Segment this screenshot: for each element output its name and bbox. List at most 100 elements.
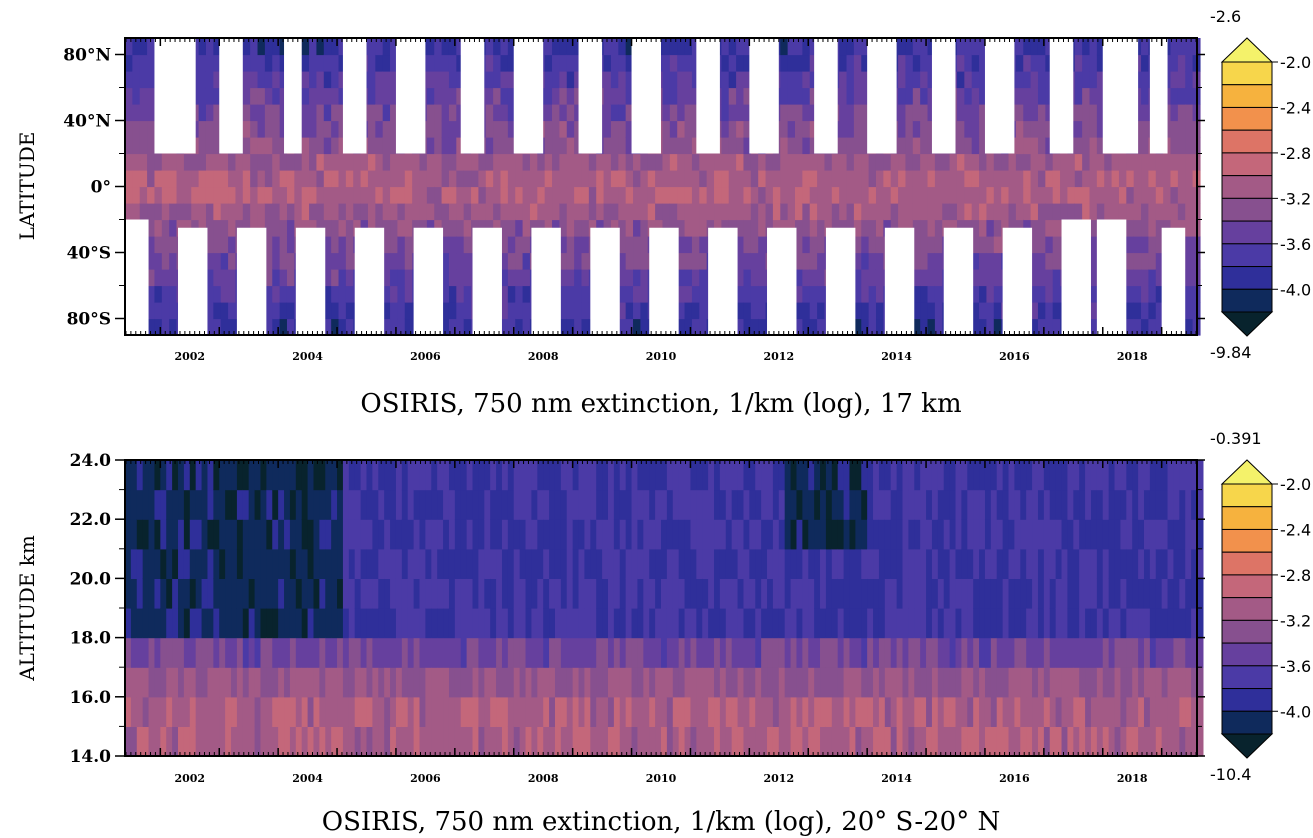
heatmap-cell — [684, 120, 693, 138]
heatmap-cell — [1141, 236, 1150, 254]
heatmap-cell — [758, 219, 767, 237]
heatmap-cell — [1096, 460, 1104, 491]
heatmap-cell — [189, 489, 197, 520]
heatmap-cell — [979, 219, 988, 237]
heatmap-cell — [979, 302, 988, 320]
heatmap-cell — [853, 120, 862, 138]
heatmap-cell — [912, 153, 921, 171]
heatmap-cell — [1141, 203, 1150, 221]
heatmap-cell — [853, 318, 862, 336]
heatmap-cell — [677, 87, 686, 105]
heatmap-cell — [484, 667, 491, 698]
heatmap-cell — [696, 726, 703, 757]
heatmap-cell — [949, 726, 957, 757]
heatmap-cell — [354, 726, 362, 757]
heatmap-cell — [142, 637, 150, 668]
heatmap-cell — [1023, 71, 1032, 89]
heatmap-cell — [301, 120, 310, 138]
heatmap-cell — [861, 203, 870, 221]
heatmap-cell — [213, 71, 222, 89]
heatmap-cell — [584, 460, 591, 491]
heatmap-cell — [625, 38, 634, 56]
heatmap-cell — [205, 71, 214, 89]
heatmap-cell — [787, 203, 796, 221]
heatmap-cell — [560, 548, 568, 579]
x-tick-label: 2010 — [646, 350, 677, 363]
heatmap-cell — [1008, 548, 1016, 579]
heatmap-cell — [454, 726, 462, 757]
heatmap-cell — [236, 696, 244, 727]
heatmap-cell — [254, 637, 262, 668]
heatmap-cell — [725, 696, 733, 727]
missing-data-gap — [590, 227, 620, 335]
heatmap-cell — [743, 285, 752, 303]
heatmap-cell — [1170, 104, 1179, 122]
heatmap-cell — [279, 236, 288, 254]
heatmap-cell — [758, 302, 767, 320]
heatmap-cell — [590, 726, 597, 757]
heatmap-cell — [456, 170, 465, 188]
heatmap-cell — [625, 137, 634, 155]
heatmap-cell — [927, 186, 936, 204]
heatmap-cell — [549, 460, 556, 491]
heatmap-cell — [802, 637, 809, 668]
heatmap-cell — [1026, 519, 1033, 550]
heatmap-cell — [169, 219, 178, 237]
heatmap-cell — [846, 137, 855, 155]
heatmap-cell — [1089, 203, 1098, 221]
heatmap-cell — [286, 186, 295, 204]
heatmap-cell — [1138, 489, 1145, 520]
heatmap-cell — [737, 460, 745, 491]
heatmap-cell — [853, 71, 862, 89]
heatmap-cell — [219, 608, 226, 639]
heatmap-cell — [485, 54, 494, 72]
heatmap-cell — [1023, 153, 1032, 171]
heatmap-cell — [1090, 460, 1098, 491]
heatmap-cell — [225, 667, 232, 698]
missing-data-gap — [1149, 38, 1168, 154]
heatmap-cell — [1148, 236, 1157, 254]
heatmap-cell — [973, 548, 980, 579]
heatmap-cell — [643, 637, 650, 668]
heatmap-cell — [401, 726, 409, 757]
heatmap-cell — [316, 203, 325, 221]
heatmap-cell — [250, 71, 259, 89]
heatmap-cell — [721, 170, 730, 188]
heatmap-cell — [610, 186, 619, 204]
heatmap-cell — [529, 153, 538, 171]
heatmap-cell — [990, 637, 998, 668]
heatmap-cell — [596, 608, 603, 639]
heatmap-cell — [309, 170, 318, 188]
heatmap-cell — [1052, 269, 1061, 287]
heatmap-cell — [607, 578, 615, 609]
heatmap-cell — [843, 519, 851, 550]
heatmap-cell — [456, 87, 465, 105]
heatmap-cell — [139, 203, 148, 221]
heatmap-cell — [493, 170, 502, 188]
heatmap-cell — [1133, 285, 1142, 303]
heatmap-cell — [721, 38, 730, 56]
heatmap-cell — [338, 38, 347, 56]
heatmap-cell — [839, 71, 848, 89]
heatmap-cell — [478, 667, 485, 698]
heatmap-cell — [912, 137, 921, 155]
heatmap-cell — [382, 318, 391, 336]
heatmap-cell — [808, 608, 815, 639]
heatmap-cell — [142, 548, 150, 579]
heatmap-cell — [323, 87, 332, 105]
heatmap-cell — [979, 460, 986, 491]
heatmap-cell — [588, 203, 597, 221]
heatmap-cell — [702, 489, 709, 520]
heatmap-cell — [552, 153, 560, 171]
heatmap-cell — [443, 608, 450, 639]
heatmap-cell — [931, 696, 939, 727]
heatmap-cell — [967, 489, 974, 520]
heatmap-cell — [795, 153, 803, 171]
heatmap-cell — [1055, 460, 1063, 491]
heatmap-cell — [677, 71, 686, 89]
heatmap-cell — [878, 578, 886, 609]
heatmap-cell — [984, 460, 992, 491]
heatmap-cell — [375, 153, 384, 171]
heatmap-cell — [272, 137, 281, 155]
heatmap-cell — [485, 120, 494, 138]
